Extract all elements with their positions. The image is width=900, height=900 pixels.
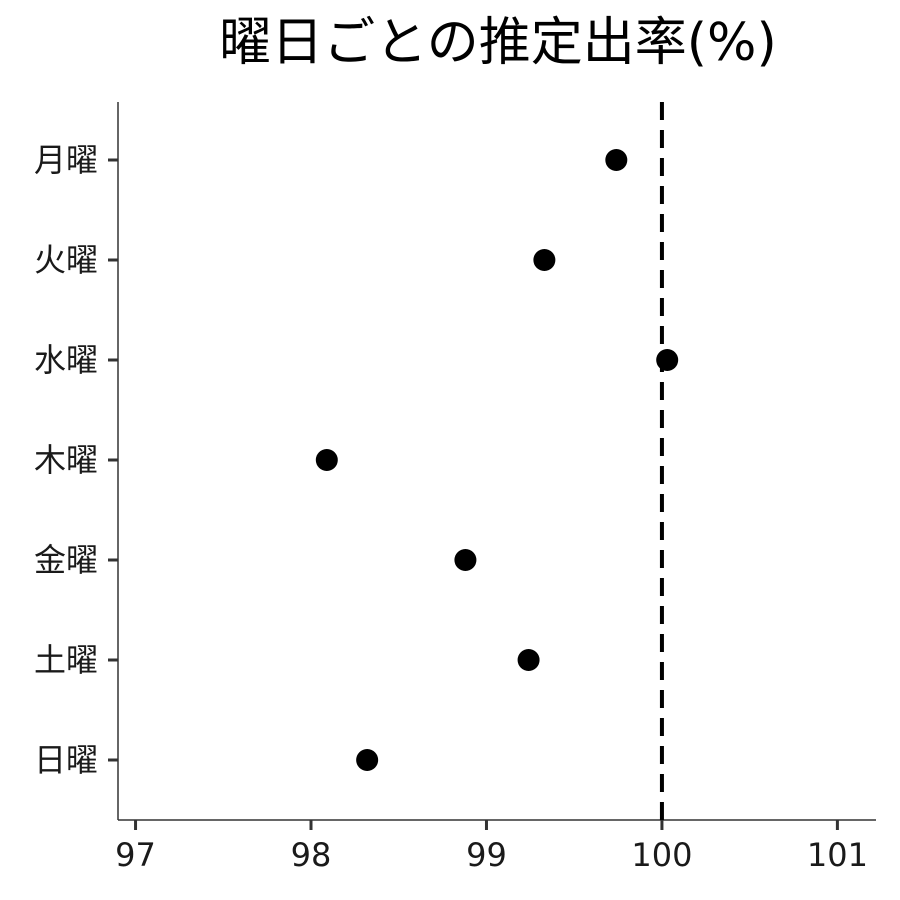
x-tick-label: 101 — [807, 836, 868, 874]
y-tick-label: 月曜 — [34, 141, 98, 179]
x-tick-label: 98 — [291, 836, 332, 874]
data-point — [605, 149, 628, 171]
data-point — [315, 449, 338, 471]
x-tick-label: 97 — [115, 836, 156, 874]
y-tick-label: 水曜 — [34, 341, 98, 379]
chart-title: 曜日ごとの推定出率(%) — [219, 13, 777, 73]
y-tick-label: 木曜 — [34, 441, 98, 479]
y-tick-label: 日曜 — [34, 741, 98, 779]
y-tick-label: 金曜 — [34, 541, 98, 579]
y-tick-label: 火曜 — [34, 241, 98, 279]
data-point — [517, 649, 540, 671]
data-point — [533, 249, 556, 271]
x-tick-label: 100 — [631, 836, 692, 874]
x-tick-label: 99 — [466, 836, 507, 874]
data-point — [356, 749, 379, 771]
y-tick-label: 土曜 — [34, 641, 98, 679]
data-point — [656, 349, 679, 371]
data-point — [454, 549, 477, 571]
data-points — [315, 149, 679, 771]
x-ticks: 97 98 99 100 101 — [115, 820, 868, 874]
